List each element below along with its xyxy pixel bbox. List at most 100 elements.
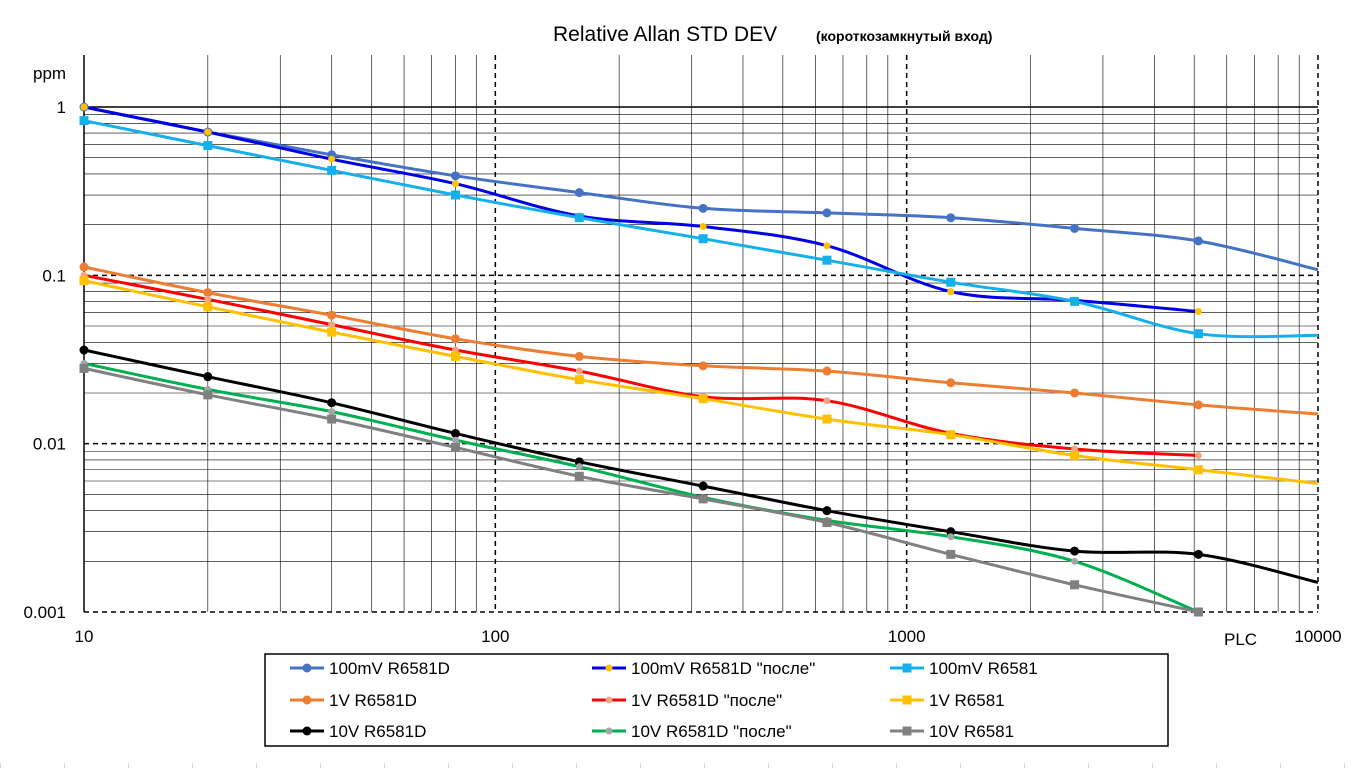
data-point-100mv-r6581: [450, 190, 460, 200]
legend-swatch-marker: [605, 727, 613, 735]
series-line-10v-r6581d: [83, 361, 1199, 614]
y-axis-label: ppm: [33, 64, 66, 83]
data-point-100mv-r6581d: [1194, 307, 1202, 315]
x-tick-label: 100: [481, 627, 509, 646]
legend-label: 10V R6581D "после": [631, 722, 792, 741]
y-tick-label: 0.001: [23, 603, 66, 622]
data-point-10v-r6581: [79, 363, 89, 373]
data-point-10v-r6581d: [947, 533, 955, 541]
data-point-1v-r6581: [450, 351, 460, 361]
data-point-10v-r6581: [946, 549, 956, 559]
legend-label: 1V R6581D: [329, 691, 417, 710]
data-point-1v-r6581d: [450, 334, 460, 344]
legend-item: 100mV R6581D "после": [592, 659, 815, 678]
data-point-10v-r6581d: [698, 481, 708, 491]
series-line-10v-r6581: [83, 366, 1199, 614]
legend-label: 10V R6581D: [329, 722, 426, 741]
data-point-100mv-r6581d: [823, 242, 831, 250]
data-point-10v-r6581: [698, 494, 708, 504]
data-point-1v-r6581: [203, 302, 213, 312]
series-line-100mv-r6581d: [83, 105, 1199, 313]
data-point-1v-r6581d: [823, 397, 831, 405]
data-point-100mv-r6581d: [204, 128, 212, 136]
data-point-100mv-r6581d: [80, 103, 88, 111]
data-point-1v-r6581: [698, 394, 708, 404]
data-point-10v-r6581: [574, 471, 584, 481]
legend-item: 100mV R6581: [890, 659, 1038, 678]
data-point-10v-r6581d: [1070, 546, 1080, 556]
data-point-10v-r6581: [1193, 607, 1203, 617]
data-point-1v-r6581d: [1194, 452, 1202, 460]
x-axis-label: PLC: [1224, 630, 1257, 649]
chart-title: Relative Allan STD DEV: [553, 23, 777, 46]
data-point-1v-r6581d: [1071, 445, 1079, 453]
legend-item: 10V R6581D "после": [592, 722, 792, 741]
legend-swatch-marker: [605, 664, 613, 672]
legend-label: 1V R6581D "после": [631, 691, 782, 710]
data-point-1v-r6581d: [203, 288, 213, 298]
data-point-1v-r6581: [822, 414, 832, 424]
legend-item: 10V R6581D: [290, 722, 426, 741]
data-point-1v-r6581d: [822, 366, 832, 376]
y-tick-label: 0.1: [42, 266, 66, 285]
x-tick-label: 10000: [1294, 627, 1341, 646]
data-point-100mv-r6581d: [451, 180, 459, 188]
chart-subtitle: (короткозамкнутый вход): [816, 28, 992, 44]
data-point-1v-r6581d: [574, 351, 584, 361]
series-markers: [79, 102, 1203, 617]
legend-swatch-marker: [902, 663, 912, 673]
data-point-1v-r6581: [574, 375, 584, 385]
data-point-10v-r6581d: [575, 463, 583, 471]
legend-swatch-marker: [902, 695, 912, 705]
data-point-1v-r6581d: [327, 310, 337, 320]
data-point-100mv-r6581d: [1070, 223, 1080, 233]
data-point-10v-r6581d: [79, 345, 89, 355]
data-point-10v-r6581: [327, 414, 337, 424]
data-point-100mv-r6581: [1193, 329, 1203, 339]
data-point-1v-r6581: [327, 327, 337, 337]
legend-swatch-marker: [902, 726, 912, 736]
legend-swatch-marker: [302, 695, 312, 705]
data-point-10v-r6581d: [328, 408, 336, 416]
legend-label: 100mV R6581: [929, 659, 1038, 678]
legend: 100mV R6581D 100mV R6581D "после" 100mV R6…: [264, 653, 1169, 747]
tick-labels: 10 100 1000 10000 1 0.1 0.01 0.001: [23, 98, 1341, 646]
data-point-10v-r6581d: [451, 436, 459, 444]
legend-item: 1V R6581D: [290, 691, 417, 710]
data-point-10v-r6581d: [327, 398, 337, 408]
legend-label: 10V R6581: [929, 722, 1014, 741]
data-point-100mv-r6581d: [574, 188, 584, 198]
legend-item: 1V R6581D "после": [592, 691, 782, 710]
data-point-1v-r6581d: [946, 378, 956, 388]
data-point-10v-r6581d: [1193, 549, 1203, 559]
data-point-10v-r6581d: [946, 527, 956, 537]
data-point-1v-r6581d: [575, 367, 583, 375]
x-tick-label: 10: [75, 627, 94, 646]
legend-label: 1V R6581: [929, 691, 1005, 710]
data-point-1v-r6581d: [1193, 400, 1203, 410]
legend-item: 1V R6581: [890, 691, 1005, 710]
legend-swatch-marker: [605, 696, 613, 704]
grid: [83, 55, 1319, 613]
data-point-10v-r6581: [1070, 580, 1080, 590]
data-point-100mv-r6581: [574, 213, 584, 223]
data-point-100mv-r6581d: [328, 155, 336, 163]
legend-item: 10V R6581: [890, 722, 1014, 741]
data-point-100mv-r6581: [822, 255, 832, 265]
data-point-100mv-r6581: [327, 165, 337, 175]
data-point-1v-r6581: [1070, 451, 1080, 461]
data-point-1v-r6581d: [1070, 388, 1080, 398]
data-point-10v-r6581d: [822, 506, 832, 516]
data-point-1v-r6581d: [79, 262, 89, 272]
data-point-1v-r6581: [946, 430, 956, 440]
data-point-10v-r6581: [450, 442, 460, 452]
x-tick-label: 1000: [888, 627, 926, 646]
data-point-100mv-r6581: [698, 234, 708, 244]
data-point-1v-r6581d: [328, 321, 336, 329]
data-point-100mv-r6581d: [450, 171, 460, 181]
data-point-1v-r6581: [1193, 465, 1203, 475]
data-point-100mv-r6581d: [822, 208, 832, 218]
data-point-100mv-r6581d: [946, 213, 956, 223]
data-point-1v-r6581: [79, 276, 89, 286]
